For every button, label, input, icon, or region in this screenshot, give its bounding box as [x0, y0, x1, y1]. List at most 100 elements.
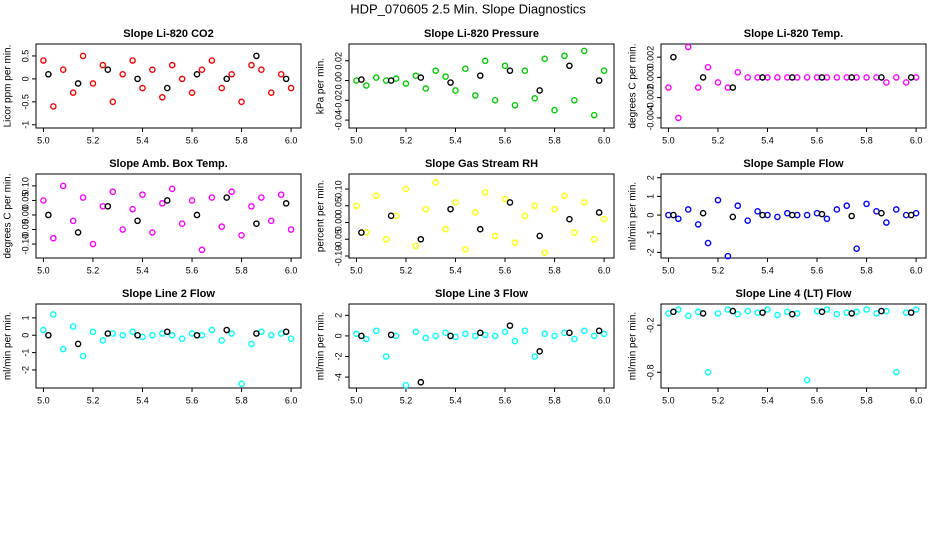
point: [833, 310, 841, 318]
point: [452, 199, 459, 206]
point: [670, 308, 677, 316]
point: [902, 79, 910, 86]
point: [476, 72, 484, 79]
point: [238, 232, 245, 239]
point: [372, 192, 380, 200]
point: [198, 66, 206, 74]
point: [714, 196, 722, 204]
point: [521, 327, 529, 335]
x-tick-label: 5.2: [400, 395, 413, 405]
point: [45, 211, 52, 219]
x-tick-label: 5.8: [235, 395, 248, 405]
point: [109, 188, 117, 196]
point: [729, 307, 737, 315]
point: [729, 213, 737, 221]
point: [402, 80, 410, 87]
y-tick-label: -0.2: [645, 317, 655, 333]
point: [744, 217, 751, 224]
point: [788, 310, 796, 318]
point: [491, 232, 499, 240]
x-tick-label: 6.0: [910, 135, 923, 145]
panel-title: Slope Line 4 (LT) Flow: [736, 288, 852, 300]
point: [551, 106, 558, 114]
point: [595, 209, 603, 216]
point: [432, 332, 439, 340]
point: [694, 221, 702, 228]
panel-title: Slope Li-820 CO2: [123, 28, 213, 40]
point: [551, 205, 558, 213]
point: [387, 331, 395, 339]
point: [491, 332, 499, 340]
y-tick-label: 1: [645, 194, 655, 199]
y-tick-label: -0.05: [20, 219, 30, 240]
x-tick-label: 6.0: [910, 265, 923, 275]
x-tick-label: 5.6: [499, 135, 512, 145]
y-tick-label: -2: [20, 366, 30, 374]
y-axis-label: ml/min per min.: [628, 312, 639, 380]
point: [481, 189, 489, 196]
y-tick-label: 2: [645, 175, 655, 180]
point: [99, 337, 107, 344]
y-tick-label: -0.002: [645, 85, 655, 111]
point: [109, 98, 117, 106]
point: [729, 84, 737, 91]
point: [531, 95, 539, 102]
point: [282, 328, 290, 336]
point: [818, 308, 826, 316]
y-tick-label: -0.5: [20, 94, 30, 110]
point: [178, 220, 186, 228]
y-tick-label: -0.004: [645, 105, 655, 131]
x-tick-label: 5.4: [449, 135, 462, 145]
point: [788, 211, 796, 219]
point: [363, 335, 370, 343]
point: [387, 212, 395, 220]
point: [248, 202, 255, 210]
x-tick-label: 5.4: [761, 135, 774, 145]
point: [833, 206, 841, 213]
point: [531, 353, 539, 360]
point: [759, 211, 766, 219]
x-tick-label: 5.4: [761, 395, 774, 405]
point: [863, 74, 870, 81]
point: [491, 97, 499, 104]
point: [848, 310, 856, 317]
point: [848, 212, 856, 220]
point: [387, 77, 395, 84]
point: [168, 331, 176, 339]
point: [267, 217, 275, 225]
point: [238, 98, 245, 106]
x-tick-label: 5.2: [712, 395, 725, 405]
point: [139, 84, 146, 92]
point: [447, 79, 454, 86]
point: [417, 235, 425, 243]
point: [282, 75, 290, 83]
point: [119, 331, 126, 339]
point: [521, 212, 529, 220]
point: [803, 376, 811, 384]
y-tick-label: -0.10: [333, 246, 343, 267]
y-axis-label: ml/min per min.: [316, 312, 327, 380]
point: [580, 327, 588, 335]
x-tick-label: 5.0: [350, 265, 363, 275]
point: [193, 211, 201, 219]
page-title: HDP_070605 2.5 Min. Slope Diagnostics: [350, 1, 586, 16]
point: [248, 340, 255, 348]
plot-frame: [660, 43, 927, 129]
point: [883, 219, 890, 226]
y-tick-label: 0.02: [333, 52, 343, 70]
point: [541, 330, 548, 338]
point: [481, 57, 489, 65]
plot-frame: [348, 43, 615, 129]
point: [238, 380, 245, 388]
x-tick-label: 5.2: [712, 265, 725, 275]
point: [442, 329, 449, 337]
point: [912, 306, 920, 313]
x-tick-label: 6.0: [285, 135, 298, 145]
point: [670, 211, 677, 219]
point: [267, 331, 275, 339]
point: [595, 77, 603, 84]
point: [818, 210, 826, 218]
point: [69, 217, 77, 225]
point: [551, 332, 558, 340]
